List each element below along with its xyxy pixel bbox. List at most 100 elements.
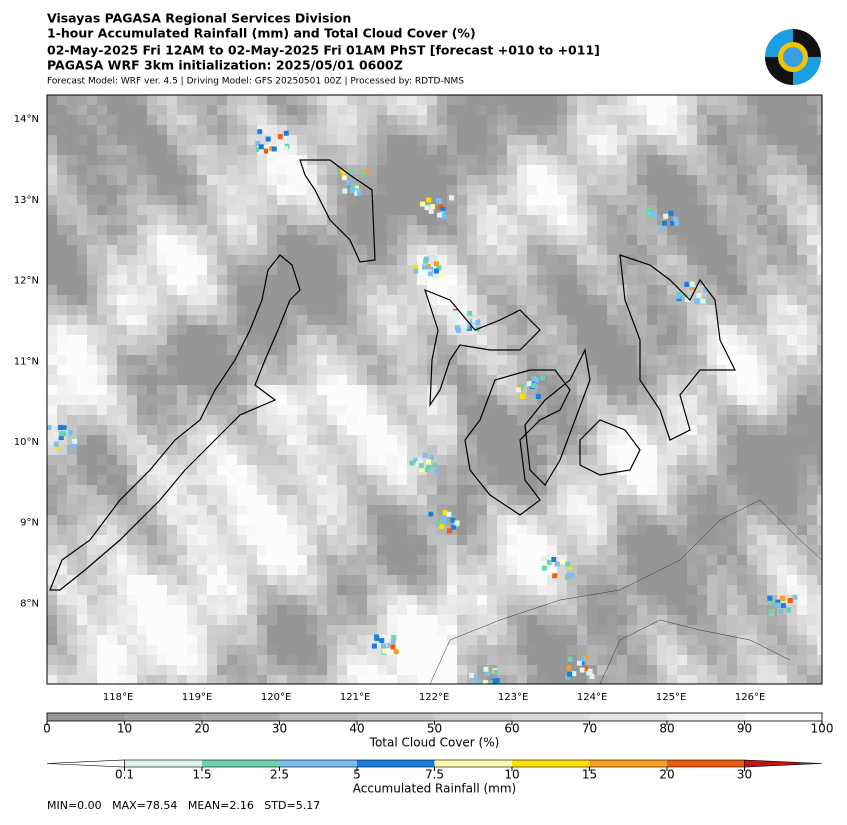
cloud-cell <box>337 545 347 555</box>
cloud-cell <box>317 115 327 125</box>
cloud-cell <box>797 195 807 205</box>
cloud-cell <box>327 455 337 465</box>
cloud-cell <box>797 335 807 345</box>
cloud-cell <box>187 515 197 525</box>
cloud-cell <box>707 345 717 355</box>
cloud-cell <box>327 195 337 205</box>
cloud-cell <box>317 235 327 245</box>
rain-cell <box>780 595 786 601</box>
cloud-cell <box>107 595 117 605</box>
cloud-cell <box>667 665 677 675</box>
cloud-cell <box>57 495 67 505</box>
cloud-cell <box>677 565 687 575</box>
cloud-cell <box>417 605 427 615</box>
cloud-cell <box>757 605 767 615</box>
cloud-cell <box>367 325 377 335</box>
cloud-cell <box>167 285 177 295</box>
cloud-cell <box>137 135 147 145</box>
cloud-cell <box>157 425 167 435</box>
cloud-cell <box>357 265 367 275</box>
cloud-cell <box>357 385 367 395</box>
cloud-cell <box>647 515 657 525</box>
cloud-cell <box>77 555 87 565</box>
cloud-cell <box>177 245 187 255</box>
cloud-cell <box>777 555 787 565</box>
cloud-cell <box>637 295 647 305</box>
lat-tick-label: 12°N <box>14 276 39 287</box>
cloud-cell <box>487 425 497 435</box>
cloud-cell <box>247 655 257 665</box>
cloud-cell <box>87 155 97 165</box>
cloud-cell <box>107 335 117 345</box>
cloud-cell <box>737 225 747 235</box>
cloud-cell <box>777 165 787 175</box>
cloud-cell <box>517 525 527 535</box>
cloud-cell <box>127 255 137 265</box>
cloud-cell <box>767 115 777 125</box>
cloud-cell <box>497 525 507 535</box>
cloud-cell <box>307 245 317 255</box>
cloud-cell <box>737 265 747 275</box>
cloud-cell <box>77 365 87 375</box>
cloud-cell <box>377 395 387 405</box>
cloud-cell <box>487 395 497 405</box>
cloud-cell <box>627 215 637 225</box>
cloud-cell <box>187 355 197 365</box>
colorbar-tick-label: 90 <box>737 722 752 736</box>
cloud-cell <box>547 335 557 345</box>
cloud-cell <box>377 225 387 235</box>
cloud-cell <box>387 465 397 475</box>
cloud-cell <box>647 245 657 255</box>
title: Visayas PAGASA Regional Services Divisio… <box>47 11 351 26</box>
cloud-cell <box>387 125 397 135</box>
cloud-cell <box>67 495 77 505</box>
cloud-cell <box>67 625 77 635</box>
cloud-cell <box>407 505 417 515</box>
cloud-cell <box>217 345 227 355</box>
cloud-cell <box>507 95 517 105</box>
cloud-cell <box>157 135 167 145</box>
cloud-cell <box>317 225 327 235</box>
cloud-cell <box>707 625 717 635</box>
cloud-cell <box>357 275 367 285</box>
cloud-cell <box>447 115 457 125</box>
cloud-cell <box>97 375 107 385</box>
cloud-cell <box>57 585 67 595</box>
cloud-cell <box>117 495 127 505</box>
cloud-cell <box>177 305 187 315</box>
cloud-cell <box>717 115 727 125</box>
cloud-cell <box>327 645 337 655</box>
cloud-cell <box>297 355 307 365</box>
cloud-cell <box>797 405 807 415</box>
cloud-cell <box>47 495 57 505</box>
cloud-cell <box>117 325 127 335</box>
cloud-cell <box>607 355 617 365</box>
colorbar-tick-label: 80 <box>659 722 674 736</box>
cloud-cell <box>137 315 147 325</box>
cloud-cell <box>357 575 367 585</box>
cloud-cell <box>67 195 77 205</box>
cloud-cell <box>567 345 577 355</box>
cloud-cell <box>607 615 617 625</box>
cloud-cell <box>397 455 407 465</box>
cloud-cell <box>297 175 307 185</box>
cloud-cell <box>587 465 597 475</box>
cloud-cell <box>227 315 237 325</box>
cloud-cell <box>737 315 747 325</box>
cloud-cell <box>517 355 527 365</box>
cloud-cell <box>387 655 397 665</box>
cloud-cell <box>377 485 387 495</box>
cloud-cell <box>117 285 127 295</box>
cloud-cell <box>177 505 187 515</box>
cloud-cell <box>347 215 357 225</box>
rain-cell <box>696 293 702 299</box>
cloud-cell <box>257 355 267 365</box>
cloud-cell <box>457 95 467 105</box>
cloud-cell <box>527 345 537 355</box>
cloud-cell <box>137 655 147 665</box>
cloud-cell <box>197 425 207 435</box>
cloud-cell <box>207 295 217 305</box>
colorbar-segment <box>667 760 745 767</box>
cloud-cell <box>567 505 577 515</box>
cloud-cell <box>477 495 487 505</box>
